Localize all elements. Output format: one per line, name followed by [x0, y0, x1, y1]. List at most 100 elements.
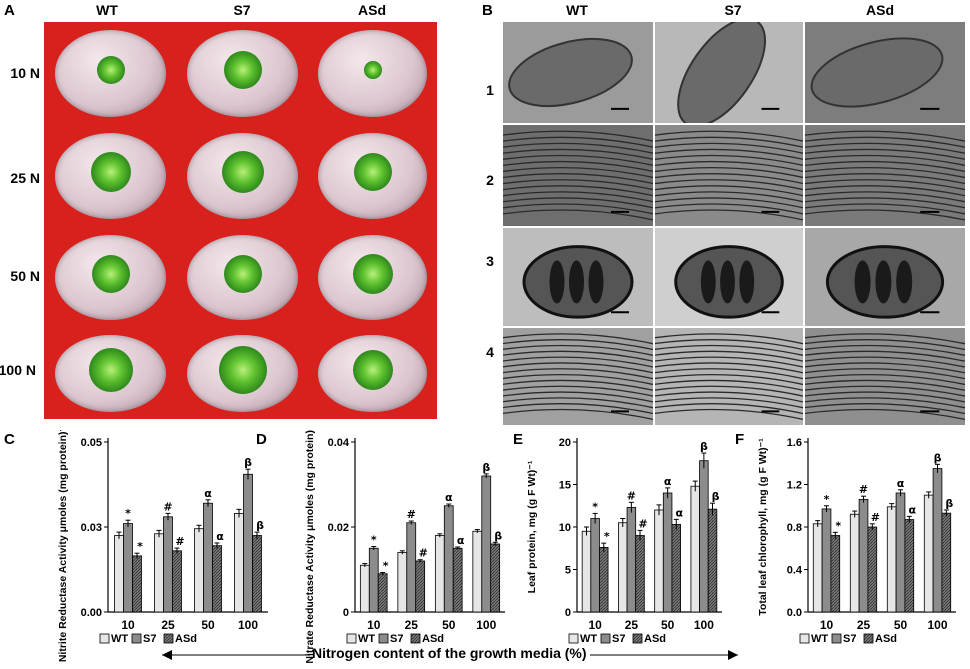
- plant-plate: [44, 227, 177, 328]
- bar: [481, 475, 492, 613]
- y-tick-label: 0.04: [328, 437, 350, 449]
- panel-b-row-3: 3: [486, 253, 494, 269]
- plant-plate: [308, 328, 437, 419]
- bar: [359, 564, 370, 613]
- panel-a-col-asd: ASd: [358, 2, 386, 18]
- x-tick-label: 25: [161, 618, 175, 632]
- x-tick-label: 10: [121, 618, 135, 632]
- legend-label: ASd: [422, 633, 444, 645]
- bar: [849, 513, 860, 613]
- legend-swatch: [632, 633, 643, 644]
- bar: [172, 550, 182, 613]
- bar: [821, 508, 832, 613]
- significance-marker: #: [175, 535, 184, 548]
- plant-plate: [44, 22, 177, 125]
- bar: [212, 545, 222, 613]
- legend-swatch: [346, 633, 357, 644]
- significance-marker: #: [627, 489, 636, 502]
- significance-marker: *: [835, 519, 841, 532]
- electron-micrograph: [503, 328, 653, 425]
- x-tick-label: 100: [927, 618, 947, 632]
- y-tick-label: 0.4: [787, 565, 803, 577]
- bar: [690, 485, 700, 613]
- panel-e-label: E: [513, 431, 523, 448]
- y-axis-label: Nitrite Reductase Activity μmoles (mg pr…: [57, 430, 69, 662]
- plant-rosette: [363, 60, 382, 79]
- x-tick-label: 100: [694, 618, 714, 632]
- y-axis-label: Leaf protein, mg (g F Wt)⁻¹: [526, 460, 538, 593]
- significance-marker: α: [204, 487, 212, 500]
- bottom-axis-title: Nitrogen content of the growth media (%): [312, 645, 587, 661]
- panel-a-row-50n: 50 N: [10, 268, 40, 284]
- legend-label: S7: [612, 633, 625, 645]
- plant-rosette: [353, 153, 392, 191]
- plant-plate: [308, 22, 437, 125]
- bar: [203, 502, 213, 613]
- y-tick-label: 0.8: [787, 522, 802, 534]
- bar: [397, 552, 408, 613]
- bar: [252, 535, 262, 613]
- bar: [895, 492, 906, 613]
- panel-b-col-asd: ASd: [866, 2, 894, 18]
- significance-marker: β: [494, 529, 502, 542]
- plant-plate: [44, 328, 177, 419]
- electron-micrograph: [503, 228, 653, 326]
- bar: [490, 543, 501, 613]
- legend-label: ASd: [644, 633, 666, 645]
- significance-marker: β: [712, 490, 720, 503]
- significance-marker: #: [859, 483, 868, 496]
- plant-plate: [177, 328, 308, 419]
- legend-swatch: [831, 633, 842, 644]
- plant-rosette: [221, 151, 264, 193]
- legend-swatch: [799, 633, 810, 644]
- y-tick-label: 0.02: [328, 522, 349, 534]
- bar: [812, 523, 823, 613]
- bar: [452, 547, 463, 613]
- panel-a-row-10n: 10 N: [10, 65, 40, 81]
- x-tick-label: 10: [588, 618, 602, 632]
- bar: [234, 513, 244, 613]
- plant-plate: [177, 22, 308, 125]
- significance-marker: β: [945, 497, 953, 510]
- bar: [886, 506, 897, 613]
- y-axis-label: Total leaf chlorophyll, mg (g F Wt)⁻¹: [757, 438, 769, 616]
- significance-marker: #: [419, 547, 428, 560]
- bar: [662, 492, 673, 613]
- y-tick-label: 1.2: [787, 480, 802, 492]
- y-tick-label: 0.0: [787, 607, 802, 619]
- y-tick-label: 0: [343, 607, 349, 619]
- panel-b-row-1: 1: [486, 82, 494, 98]
- legend-swatch: [410, 633, 421, 644]
- electron-micrograph: [503, 125, 653, 226]
- plant-rosette: [352, 349, 393, 390]
- legend-swatch: [131, 633, 142, 644]
- electron-micrograph: [503, 22, 653, 123]
- legend-label: WT: [811, 633, 828, 645]
- significance-marker: β: [700, 440, 708, 453]
- significance-marker: β: [482, 461, 490, 474]
- panel-a-col-s7: S7: [233, 2, 251, 18]
- bar: [904, 519, 915, 613]
- x-tick-label: 25: [857, 618, 871, 632]
- bar: [923, 494, 934, 613]
- significance-marker: #: [163, 500, 172, 513]
- legend-swatch: [378, 633, 389, 644]
- significance-marker: #: [871, 511, 880, 524]
- y-tick-label: 15: [559, 480, 571, 492]
- bar: [132, 555, 142, 613]
- x-tick-label: 25: [625, 618, 639, 632]
- significance-marker: *: [371, 534, 377, 547]
- bar: [941, 512, 952, 613]
- bar: [114, 535, 124, 613]
- significance-marker: β: [256, 519, 264, 532]
- significance-marker: α: [457, 534, 465, 547]
- x-tick-label: 50: [661, 618, 675, 632]
- x-tick-label: 100: [476, 618, 496, 632]
- y-tick-label: 10: [559, 522, 571, 534]
- legend-label: S7: [143, 633, 156, 645]
- bar: [932, 468, 943, 613]
- bar: [590, 518, 600, 613]
- panel-b-label: B: [482, 2, 493, 19]
- panel-a-col-wt: WT: [96, 2, 118, 18]
- plant-rosette: [223, 254, 262, 293]
